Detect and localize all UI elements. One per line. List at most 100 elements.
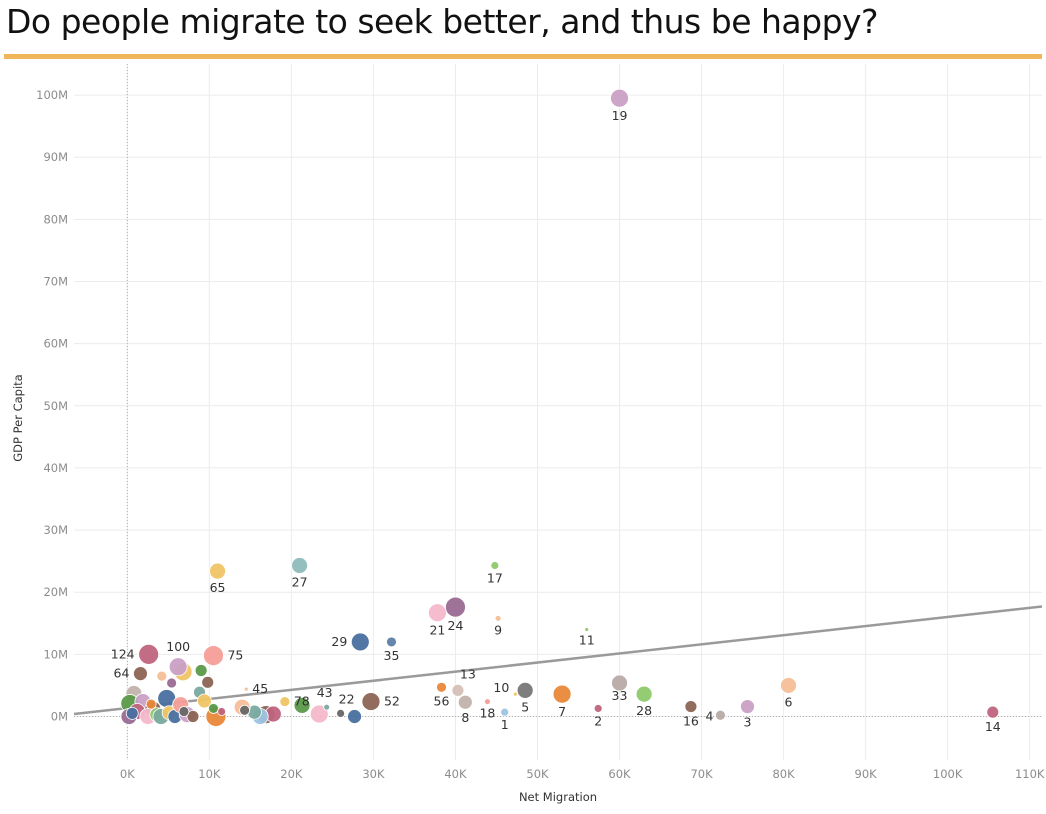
point-label-3: 3: [744, 715, 752, 730]
point-1[interactable]: [500, 707, 510, 717]
point[interactable]: [186, 710, 200, 723]
point-label-5: 5: [521, 699, 529, 714]
point-label-1: 1: [501, 717, 509, 732]
point-label-13: 13: [460, 666, 476, 681]
point-label-33: 33: [612, 688, 628, 703]
point-label-75: 75: [227, 648, 243, 663]
point[interactable]: [208, 703, 219, 714]
title-underline: [4, 54, 1042, 59]
y-tick-label: 90M: [43, 150, 68, 164]
point-18[interactable]: [484, 698, 491, 705]
y-tick-label: 60M: [43, 337, 68, 351]
point[interactable]: [293, 696, 311, 714]
point-label-65: 65: [210, 580, 226, 595]
point-10[interactable]: [512, 691, 518, 697]
trend-line: [73, 605, 1043, 716]
y-tick-label: 80M: [43, 212, 68, 226]
point-33[interactable]: [611, 674, 628, 692]
x-tick-label: 110K: [1015, 767, 1045, 781]
point-label-4: 4: [705, 708, 713, 723]
point-56[interactable]: [436, 681, 447, 693]
point-29[interactable]: [350, 632, 370, 652]
y-tick-label: 100M: [36, 88, 68, 102]
point-7[interactable]: [552, 684, 572, 704]
y-tick-label: 0M: [51, 710, 68, 724]
point-3[interactable]: [740, 699, 755, 714]
point-22[interactable]: [336, 708, 346, 718]
point-35[interactable]: [386, 636, 397, 648]
point-label-11: 11: [579, 633, 595, 648]
point-75[interactable]: [203, 645, 224, 666]
point[interactable]: [156, 670, 168, 682]
point-78[interactable]: [279, 696, 291, 707]
point-4[interactable]: [715, 709, 726, 721]
point-19[interactable]: [610, 88, 629, 108]
point-label-100: 100: [166, 639, 190, 654]
point[interactable]: [178, 706, 190, 717]
point[interactable]: [166, 677, 178, 689]
point-label-56: 56: [434, 693, 450, 708]
point-label-35: 35: [384, 648, 400, 663]
point-45[interactable]: [243, 686, 249, 692]
scatter-chart: 0K 10K 20K 30K 40K 50K 60K 70K 80K 90K 100K 110K 0M 1…: [11, 64, 1045, 804]
point-8[interactable]: [457, 694, 473, 710]
point-11[interactable]: [584, 627, 590, 632]
point[interactable]: [194, 664, 208, 677]
point-100[interactable]: [168, 657, 188, 677]
point-17[interactable]: [490, 561, 500, 570]
point-label-64: 64: [114, 666, 130, 681]
point-27[interactable]: [291, 557, 308, 574]
point-64[interactable]: [133, 666, 148, 682]
x-tick-label: 80K: [772, 767, 795, 781]
trend-layer: [73, 605, 1043, 716]
point[interactable]: [309, 704, 329, 724]
point[interactable]: [125, 706, 139, 720]
point-label-52: 52: [384, 694, 400, 709]
y-tick-label: 30M: [43, 523, 68, 537]
x-tick-label: 100K: [933, 767, 963, 781]
point-label-19: 19: [612, 108, 628, 123]
page-title: Do people migrate to seek better, and th…: [6, 2, 879, 41]
point[interactable]: [145, 698, 157, 710]
point-label-8: 8: [461, 710, 469, 725]
point-5[interactable]: [516, 682, 534, 699]
point-label-6: 6: [785, 694, 793, 709]
point-9[interactable]: [494, 614, 502, 622]
x-tick-label: 50K: [526, 767, 549, 781]
point-124[interactable]: [138, 643, 160, 665]
point-21[interactable]: [428, 603, 447, 623]
x-tick-label: 30K: [362, 767, 385, 781]
x-tick-label: 20K: [280, 767, 303, 781]
point-label-16: 16: [683, 714, 699, 729]
y-tick-label: 50M: [43, 399, 68, 413]
point-16[interactable]: [684, 700, 698, 713]
point-65[interactable]: [209, 562, 226, 580]
point-2[interactable]: [593, 704, 603, 713]
x-tick-label: 90K: [855, 767, 878, 781]
point-label-2: 2: [594, 713, 602, 728]
point[interactable]: [239, 704, 251, 716]
x-tick-label: 70K: [690, 767, 713, 781]
point[interactable]: [217, 707, 227, 716]
point-label-18: 18: [479, 706, 495, 721]
axis-layer: 0K 10K 20K 30K 40K 50K 60K 70K 80K 90K 100K 110K 0M 1…: [36, 88, 1045, 781]
point-28[interactable]: [635, 685, 653, 703]
point-6[interactable]: [780, 677, 797, 694]
grid-layer: [74, 64, 1042, 760]
point-13[interactable]: [451, 684, 465, 697]
point-label-10: 10: [493, 680, 509, 695]
point-24[interactable]: [445, 596, 466, 618]
point-14[interactable]: [986, 705, 1000, 719]
y-axis-label: GDP Per Capita: [11, 374, 25, 461]
point-label-7: 7: [558, 704, 566, 719]
point-label-29: 29: [331, 634, 347, 649]
point-43[interactable]: [323, 703, 331, 711]
point[interactable]: [201, 675, 215, 689]
point-label-124: 124: [111, 646, 135, 661]
point-52[interactable]: [361, 692, 381, 711]
point-label-14: 14: [985, 719, 1001, 734]
point[interactable]: [347, 709, 362, 724]
point-label-21: 21: [429, 623, 445, 638]
point[interactable]: [197, 693, 212, 709]
point-label-22: 22: [339, 691, 355, 706]
